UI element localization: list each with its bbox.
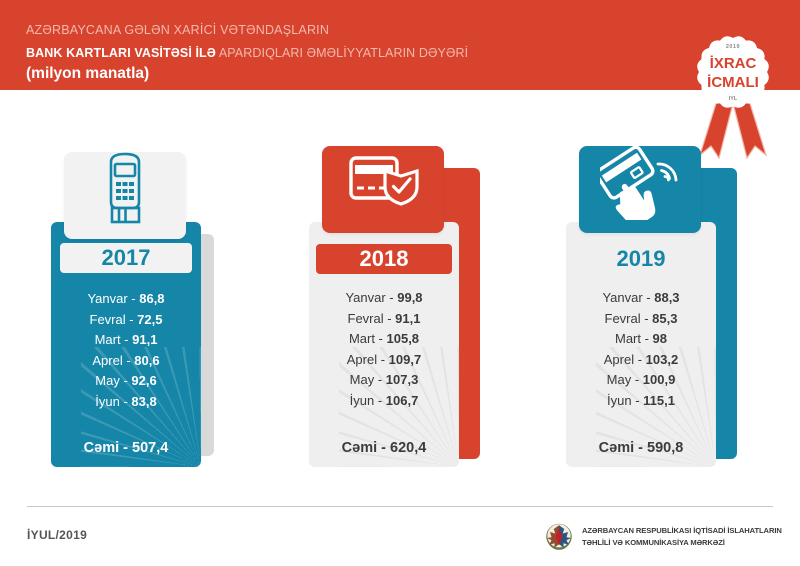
svg-text:IYL: IYL — [729, 96, 738, 102]
svg-text:2019: 2019 — [726, 44, 740, 50]
svg-text:İCMALI: İCMALI — [707, 74, 759, 91]
svg-text:İXRAC: İXRAC — [710, 55, 757, 72]
